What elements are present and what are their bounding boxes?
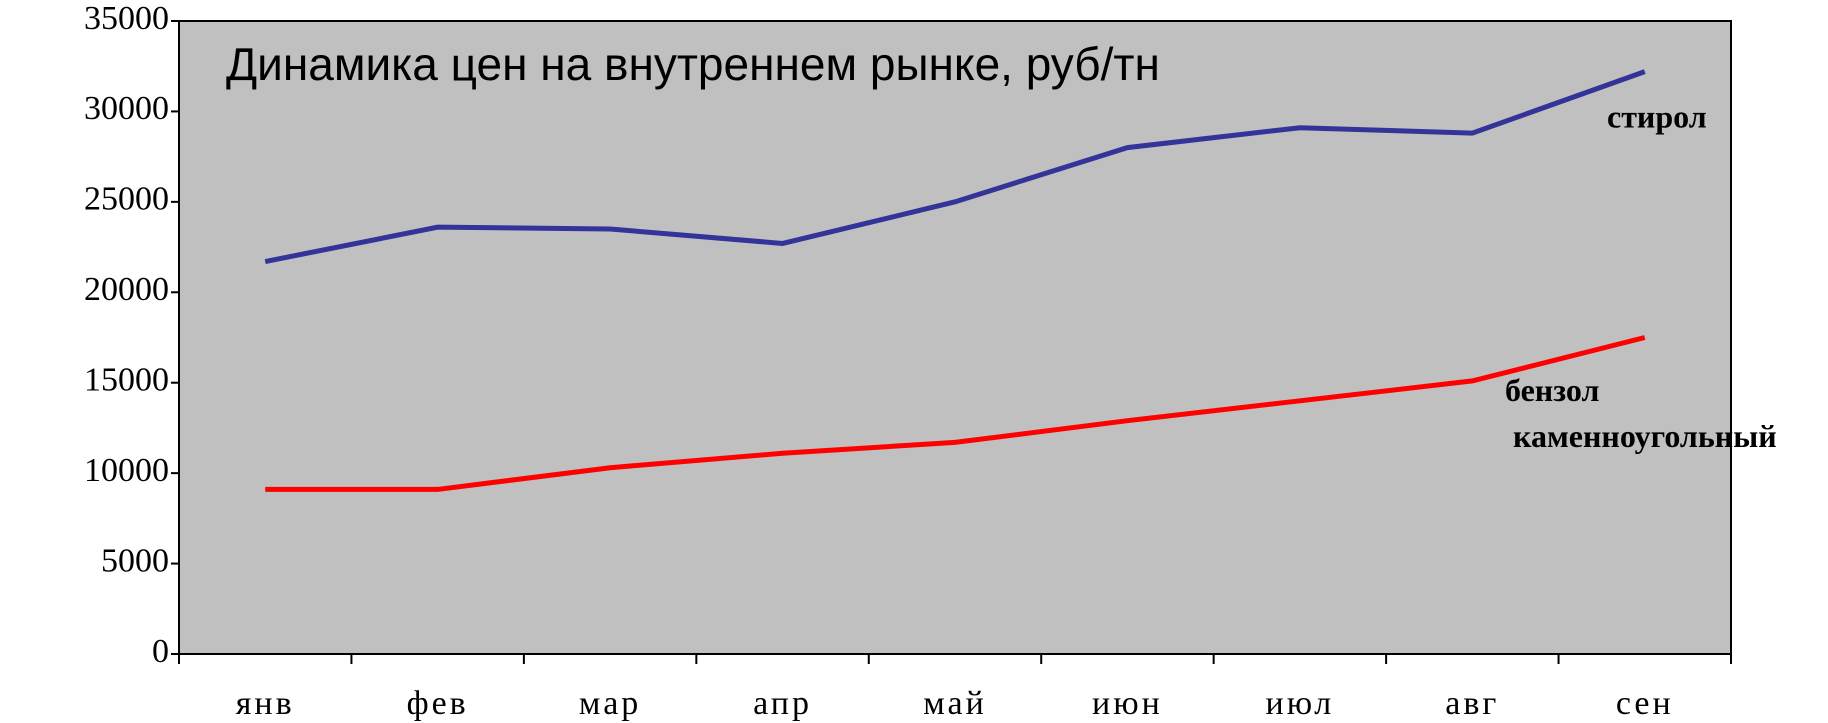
x-tick-label: апр — [753, 685, 812, 722]
series-line — [265, 335, 1646, 492]
y-tick-label: 15000 — [84, 362, 169, 399]
series-line — [264, 69, 1646, 264]
x-tick-label: мар — [579, 685, 641, 722]
y-tick-label: 25000 — [84, 181, 169, 218]
series-label: стирол — [1607, 98, 1707, 134]
x-tick-label: авг — [1445, 685, 1499, 722]
y-tick-label: 10000 — [84, 452, 169, 489]
chart-title: Динамика цен на внутреннем рынке, руб/тн — [226, 38, 1160, 90]
y-tick-label: 5000 — [101, 542, 169, 579]
x-tick-label: июн — [1092, 685, 1163, 722]
x-tick-label: фев — [407, 685, 469, 722]
x-tick-label: сен — [1616, 685, 1674, 722]
y-tick-label: 20000 — [84, 271, 169, 308]
x-tick-label: янв — [236, 685, 295, 722]
y-tick-label: 35000 — [84, 0, 169, 37]
y-tick-label: 0 — [152, 633, 169, 670]
series-label: бензол каменноугольный — [1505, 372, 1777, 454]
x-tick-label: май — [923, 685, 987, 722]
plot-area — [178, 20, 1732, 655]
x-tick-label: июл — [1266, 685, 1335, 722]
y-tick-label: 30000 — [84, 90, 169, 127]
